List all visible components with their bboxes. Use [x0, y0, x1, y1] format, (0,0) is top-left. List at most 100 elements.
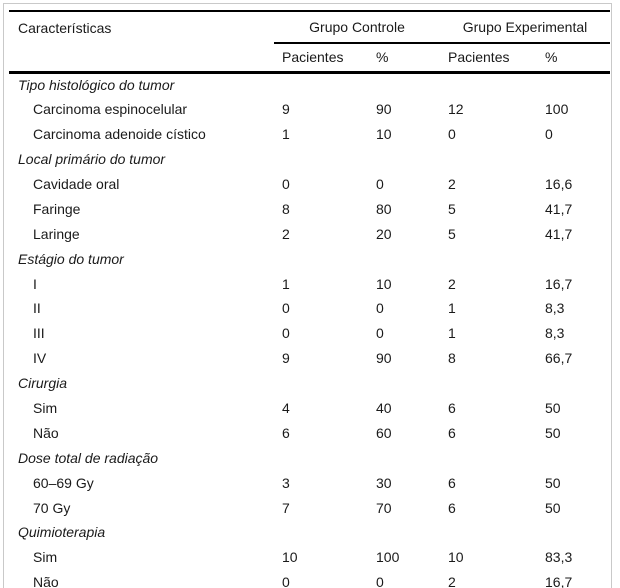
row-label: II	[33, 300, 41, 317]
row-label: III	[33, 325, 45, 342]
cell-value: 5	[448, 200, 456, 217]
row-label: IV	[33, 350, 47, 367]
cell-value: 50	[545, 400, 561, 417]
table-body: Tipo histológico do tumor Carcinoma espin…	[9, 72, 610, 588]
table-row: 60–69 Gy 3 30 6 50	[9, 470, 610, 495]
table-row: IV 9 90 8 66,7	[9, 346, 610, 371]
cell-value: 3	[282, 474, 290, 491]
cell-value: 6	[448, 424, 456, 441]
cell-value: 0	[376, 325, 384, 342]
section-row: Cirurgia	[9, 371, 610, 396]
row-label: Sim	[33, 549, 58, 566]
group-header-row: Características Grupo Controle Grupo Exp…	[9, 11, 611, 74]
cell-value: 50	[545, 474, 561, 491]
cell-value: 8	[448, 350, 456, 367]
cell-value: 100	[545, 101, 569, 118]
table-row: Cavidade oral 0 0 2 16,6	[9, 172, 610, 197]
cell-value: 60	[376, 424, 392, 441]
cell-value: 6	[282, 424, 290, 441]
cell-value: 8,3	[545, 300, 565, 317]
cell-value: 0	[282, 573, 290, 588]
cell-value: 16,7	[545, 275, 573, 292]
cell-value: 1	[448, 300, 456, 317]
row-label: Carcinoma espinocelular	[33, 101, 188, 118]
cell-value: 2	[448, 176, 456, 192]
section-label: Tipo histológico do tumor	[18, 77, 175, 94]
cell-value: 2	[448, 573, 456, 588]
column-group-grupo-controle: Grupo Controle	[274, 11, 440, 44]
cell-value: 50	[545, 499, 561, 516]
table-row: Faringe 8 80 5 41,7	[9, 196, 610, 221]
cell-value: 50	[545, 424, 561, 441]
cell-value: 1	[282, 275, 290, 292]
table-row: Laringe 2 20 5 41,7	[9, 221, 610, 246]
cell-value: 16,6	[545, 176, 573, 192]
cell-value: 0	[376, 573, 384, 588]
subheader-percent-controle: %	[368, 43, 440, 74]
sub-header-row: Pacientes % Pacientes %	[9, 43, 611, 74]
row-label: Carcinoma adenoide cístico	[33, 126, 206, 143]
cell-value: 90	[376, 350, 392, 367]
cell-value: 6	[448, 499, 456, 516]
cell-value: 0	[282, 300, 290, 317]
characteristics-table: Características Grupo Controle Grupo Exp…	[9, 10, 611, 588]
column-header-caracteristicas: Características	[9, 11, 274, 74]
table-row: Carcinoma adenoide cístico 1 10 0 0	[9, 122, 610, 147]
cell-value: 41,7	[545, 200, 573, 217]
table-row: Não 6 60 6 50	[9, 420, 610, 445]
cell-value: 0	[448, 126, 456, 143]
subheader-pacientes-experimental: Pacientes	[440, 43, 537, 74]
section-label: Local primário do tumor	[18, 151, 166, 168]
subheader-pacientes-controle: Pacientes	[274, 43, 368, 74]
cell-value: 66,7	[545, 350, 573, 367]
cell-value: 0	[376, 300, 384, 317]
table-row: I 1 10 2 16,7	[9, 271, 610, 296]
cell-value: 1	[448, 325, 456, 342]
cell-value: 2	[282, 225, 290, 242]
cell-value: 41,7	[545, 225, 573, 242]
section-row: Dose total de radiação	[9, 445, 610, 470]
cell-value: 0	[282, 176, 290, 192]
table-row: Carcinoma espinocelular 9 90 12 100	[9, 97, 610, 122]
section-row: Tipo histológico do tumor	[9, 72, 610, 97]
cell-value: 4	[282, 400, 290, 417]
cell-value: 9	[282, 101, 290, 118]
cell-value: 80	[376, 200, 392, 217]
cell-value: 0	[376, 176, 384, 192]
section-label: Quimioterapia	[18, 524, 106, 541]
table-row: Sim 4 40 6 50	[9, 396, 610, 421]
row-label: Faringe	[33, 200, 81, 217]
row-label: 70 Gy	[33, 499, 71, 516]
section-label: Estágio do tumor	[18, 250, 124, 267]
table-row: 70 Gy 7 70 6 50	[9, 495, 610, 520]
table-row: Sim 10 100 10 83,3	[9, 545, 610, 570]
section-label: Cirurgia	[18, 375, 68, 392]
subheader-percent-experimental: %	[537, 43, 611, 74]
section-row: Quimioterapia	[9, 520, 610, 545]
row-label: Sim	[33, 400, 58, 417]
section-row: Local primário do tumor	[9, 147, 610, 172]
cell-value: 20	[376, 225, 392, 242]
cell-value: 83,3	[545, 549, 573, 566]
table-row: Não 0 0 2 16,7	[9, 570, 610, 588]
row-label: Não	[33, 424, 59, 441]
section-label: Dose total de radiação	[18, 449, 159, 466]
cell-value: 5	[448, 225, 456, 242]
cell-value: 7	[282, 499, 290, 516]
section-row: Estágio do tumor	[9, 246, 610, 271]
cell-value: 10	[448, 549, 464, 566]
column-group-grupo-experimental: Grupo Experimental	[440, 11, 611, 44]
cell-value: 2	[448, 275, 456, 292]
cell-value: 6	[448, 400, 456, 417]
row-label: I	[33, 275, 37, 292]
cell-value: 0	[282, 325, 290, 342]
cell-value: 70	[376, 499, 392, 516]
table-row: II 0 0 1 8,3	[9, 296, 610, 321]
cell-value: 12	[448, 101, 464, 118]
cell-value: 90	[376, 101, 392, 118]
cell-value: 1	[282, 126, 290, 143]
cell-value: 9	[282, 350, 290, 367]
cell-value: 8,3	[545, 325, 565, 342]
cell-value: 100	[376, 549, 400, 566]
